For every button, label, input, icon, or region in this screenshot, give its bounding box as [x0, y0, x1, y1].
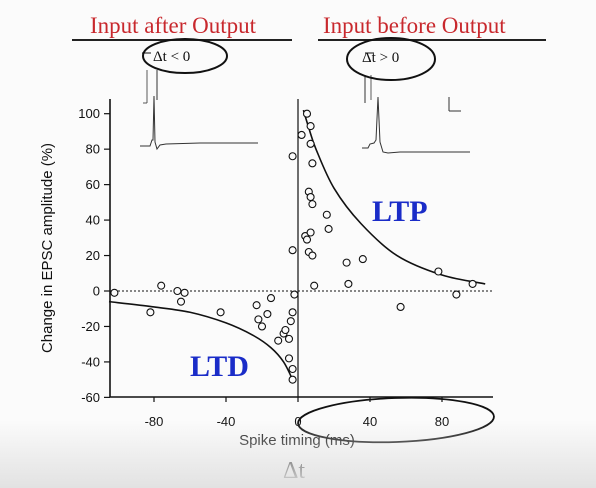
header-input-after-output: Input after Output — [90, 13, 257, 38]
data-point — [302, 235, 312, 244]
data-point — [322, 210, 331, 219]
spike-timing-circle — [297, 396, 495, 444]
x-tick-label: -80 — [145, 414, 164, 429]
fit-curves — [108, 109, 486, 381]
y-tick-label: 60 — [86, 177, 100, 192]
data-point — [396, 302, 405, 312]
x-tick-label: -40 — [217, 414, 236, 429]
y-tick-label: 40 — [86, 213, 100, 228]
y-tick-label: 80 — [86, 142, 100, 157]
trace-inset-left — [140, 70, 258, 151]
data-point — [302, 109, 312, 118]
dt-negative-circle — [142, 38, 228, 74]
data-point — [176, 297, 186, 306]
y-axis-title: Change in EPSC amplitude (%) — [39, 143, 56, 353]
data-point — [254, 315, 263, 324]
fit-curve-ltd — [108, 300, 294, 381]
data-point — [146, 308, 155, 317]
data-point — [180, 288, 189, 297]
data-point — [290, 290, 299, 299]
data-point — [286, 317, 295, 326]
data-point — [216, 308, 225, 317]
data-point — [434, 267, 443, 276]
y-tick-label: 0 — [93, 284, 100, 299]
data-point — [257, 322, 267, 331]
trace-inset-right — [362, 75, 470, 154]
y-tick-label: -20 — [81, 319, 100, 334]
dt-positive-circle — [346, 37, 436, 81]
data-point — [274, 336, 283, 345]
data-point — [288, 364, 297, 374]
data-point — [324, 224, 333, 233]
data-point — [284, 354, 294, 363]
data-point — [252, 301, 261, 310]
y-tick-label: -40 — [81, 354, 100, 369]
data-point — [288, 152, 297, 161]
data-point — [288, 375, 297, 384]
data-point — [263, 309, 272, 319]
header-input-before-output: Input before Output — [323, 13, 506, 38]
data-points — [110, 109, 477, 384]
data-point — [281, 325, 290, 335]
data-point — [308, 251, 317, 260]
data-point — [452, 290, 461, 299]
y-tick-label: -60 — [81, 390, 100, 405]
data-point — [284, 334, 294, 343]
data-point — [306, 228, 315, 237]
x-tick-label: 40 — [363, 414, 377, 429]
data-point — [157, 281, 166, 290]
data-point — [344, 279, 353, 288]
data-point — [297, 130, 306, 140]
data-point — [308, 159, 317, 168]
ltd-label: LTD — [190, 350, 249, 383]
delta-t-label: Δt — [283, 458, 305, 484]
ltp-label: LTP — [372, 195, 428, 228]
data-point — [288, 246, 297, 255]
data-point — [306, 122, 315, 131]
data-point — [310, 281, 319, 290]
data-point — [358, 255, 367, 264]
data-point — [173, 286, 182, 296]
data-point — [306, 192, 315, 202]
data-point — [288, 308, 297, 317]
dt-negative-label: Δt < 0 — [153, 49, 190, 65]
y-tick-label: 100 — [78, 106, 100, 121]
dt-positive-label: Δt > 0 — [362, 50, 399, 66]
x-tick-label: 80 — [435, 414, 449, 429]
data-point — [342, 258, 351, 267]
data-point — [266, 294, 276, 303]
data-point — [110, 288, 119, 297]
data-point — [306, 139, 315, 148]
data-point — [308, 200, 317, 209]
y-tick-label: 20 — [86, 248, 100, 263]
data-point — [468, 279, 477, 288]
